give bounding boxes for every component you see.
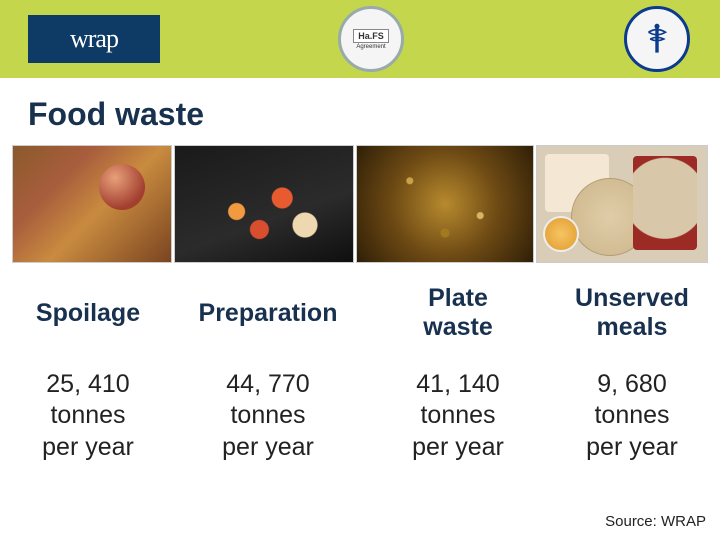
source-attribution: Source: WRAP [605,513,706,530]
value-unit: tonnes [164,400,372,431]
value-unit: tonnes [12,400,164,431]
category-label-spoilage: Spoilage [12,281,164,345]
value-unserved: 9, 680 tonnes per year [544,369,720,463]
category-label-plate-waste: Platewaste [372,281,544,345]
value-period: per year [544,432,720,463]
wrap-logo-text: wrap [70,24,118,54]
hca-badge-icon [624,6,690,72]
value-unit: tonnes [372,400,544,431]
caduceus-icon [640,22,674,56]
preparation-image [174,145,354,263]
value-period: per year [12,432,164,463]
hafs-badge-icon: Ha.FS Agreement [338,6,404,72]
value-period: per year [372,432,544,463]
value-number: 41, 140 [372,369,544,400]
plate-waste-image [356,145,534,263]
wrap-logo: wrap [28,15,160,63]
hafs-badge-label: Ha.FS [353,29,389,43]
value-unit: tonnes [544,400,720,431]
header-band: wrap Ha.FS Agreement [0,0,720,78]
images-row [12,145,712,263]
value-preparation: 44, 770 tonnes per year [164,369,372,463]
data-grid: Spoilage Preparation Platewaste Unserved… [12,281,720,463]
value-number: 9, 680 [544,369,720,400]
unserved-meals-image [536,145,708,263]
hafs-badge-sub: Agreement [356,44,385,50]
value-plate-waste: 41, 140 tonnes per year [372,369,544,463]
value-spoilage: 25, 410 tonnes per year [12,369,164,463]
page-title: Food waste [28,96,720,133]
category-label-preparation: Preparation [164,281,372,345]
spoilage-image [12,145,172,263]
value-period: per year [164,432,372,463]
value-number: 25, 410 [12,369,164,400]
category-label-unserved: Unservedmeals [544,281,720,345]
value-number: 44, 770 [164,369,372,400]
